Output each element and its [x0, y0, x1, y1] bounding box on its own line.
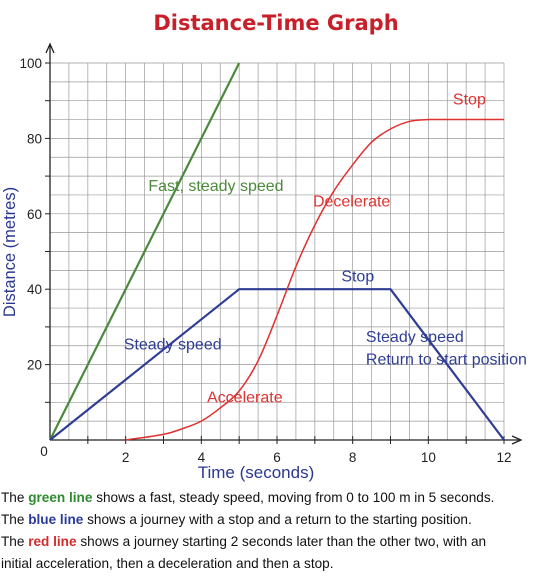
red-line-series — [125, 118, 504, 441]
annotation-accelerate: Accelerate — [207, 389, 283, 406]
y-axis-arrow — [45, 42, 55, 54]
annotation-fast: Fast, steady speed — [148, 178, 283, 195]
tick-labels: 2 4 6 8 10 12 20 40 60 80 100 0 — [19, 56, 511, 465]
y-tick-label: 20 — [27, 358, 42, 373]
blue-line-keyword: blue line — [28, 512, 84, 527]
chart-caption: The green line shows a fast, steady spee… — [1, 487, 541, 575]
caption-line-blue: The blue line shows a journey with a sto… — [1, 512, 472, 527]
data-series — [49, 62, 505, 441]
y-tick-label: 40 — [27, 282, 42, 297]
chart-annotations: Fast, steady speed Steady speed Stop Steady… — [124, 91, 527, 406]
x-axis-arrow — [511, 435, 523, 445]
annotation-steady-return-2: Return to start position — [366, 352, 527, 369]
y-tick-label: 100 — [19, 56, 42, 71]
green-line-keyword: green line — [28, 490, 93, 505]
caption-line-red: The red line shows a journey starting 2 … — [1, 534, 487, 549]
caption-line-red-cont: initial acceleration, then a deceleratio… — [1, 556, 334, 571]
caption-line-green: The green line shows a fast, steady spee… — [1, 490, 495, 505]
distance-time-chart: Distance-Time Graph 2 4 6 8 10 12 20 40 60 80 100 0… — [1, 11, 527, 482]
x-tick-label: 2 — [122, 450, 130, 465]
chart-grid — [50, 62, 505, 440]
annotation-steady-return-1: Steady speed — [366, 329, 464, 346]
annotation-decelerate: Decelerate — [313, 193, 390, 210]
annotation-stop-red: Stop — [453, 91, 486, 108]
y-axis-label: Distance (metres) — [1, 187, 19, 317]
chart-axes — [45, 42, 523, 445]
blue-line-series — [49, 288, 505, 441]
x-tick-label: 8 — [349, 450, 357, 465]
annotation-steady: Steady speed — [124, 337, 222, 354]
x-tick-label: 10 — [421, 450, 436, 465]
x-axis-label: Time (seconds) — [198, 463, 315, 482]
y-tick-label: 60 — [27, 207, 42, 222]
y-tick-label: 80 — [27, 131, 42, 146]
x-tick-label: 4 — [198, 450, 206, 465]
annotation-stop-blue: Stop — [341, 269, 374, 286]
red-line-keyword: red line — [28, 534, 77, 549]
x-tick-label: 12 — [496, 450, 511, 465]
origin-label: 0 — [40, 444, 48, 459]
x-tick-label: 6 — [273, 450, 281, 465]
green-line-series — [49, 62, 241, 441]
chart-title: Distance-Time Graph — [153, 11, 398, 35]
